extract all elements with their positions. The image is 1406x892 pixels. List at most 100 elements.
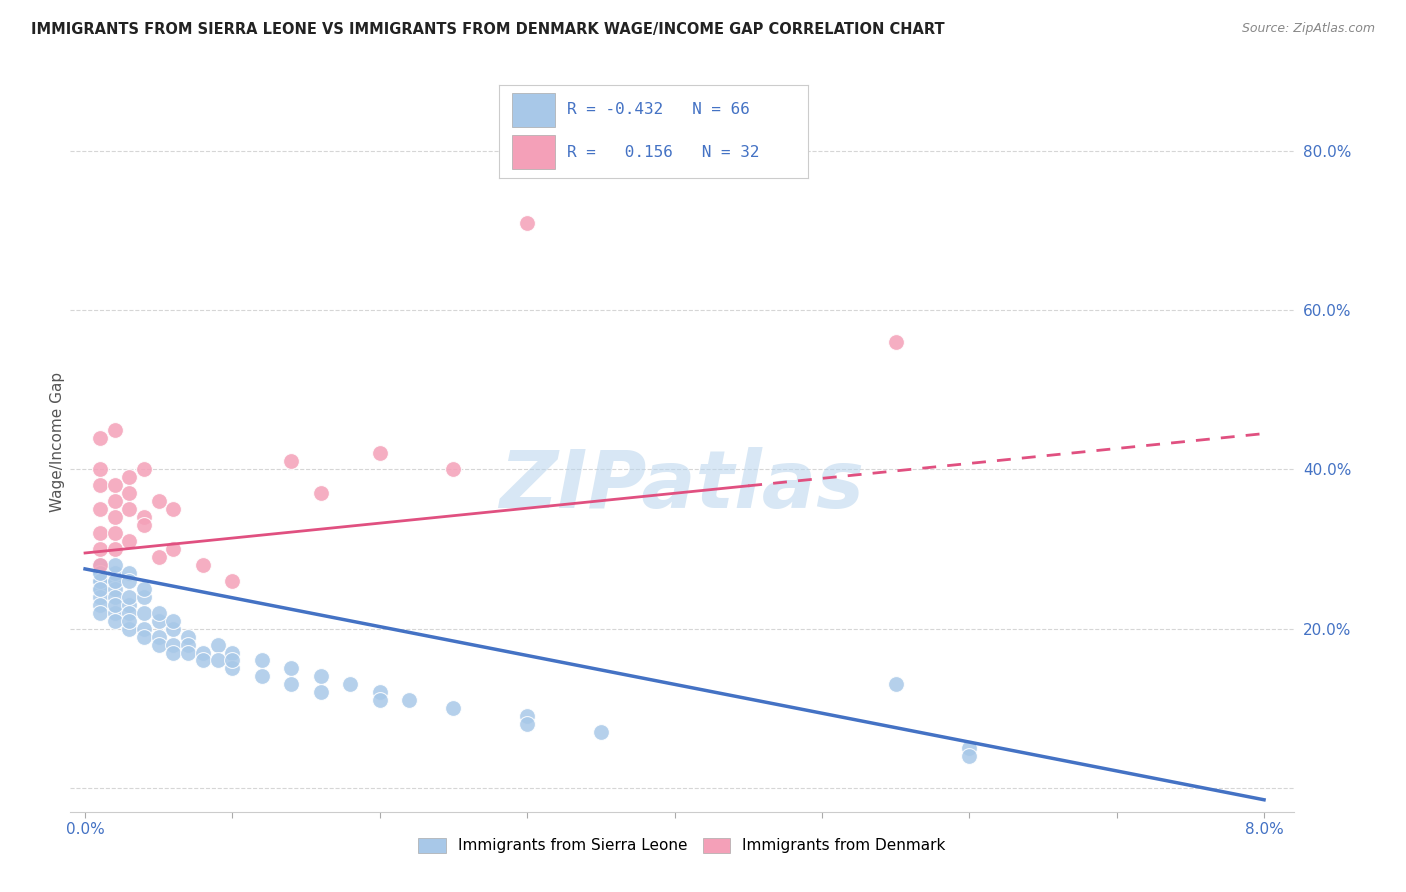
Point <box>103 598 125 612</box>
Point <box>118 534 141 549</box>
Y-axis label: Wage/Income Gap: Wage/Income Gap <box>49 371 65 512</box>
Point <box>443 701 465 715</box>
Point <box>118 502 141 516</box>
Point <box>309 669 332 683</box>
Point <box>132 630 155 644</box>
Point <box>103 606 125 620</box>
Point <box>516 709 538 723</box>
FancyBboxPatch shape <box>512 93 555 127</box>
Point <box>250 669 273 683</box>
Point <box>132 622 155 636</box>
Point <box>103 423 125 437</box>
Point <box>368 685 391 699</box>
Point <box>118 566 141 580</box>
Point <box>118 614 141 628</box>
Point <box>398 693 420 707</box>
Point <box>89 558 111 572</box>
Point <box>132 518 155 533</box>
Point <box>280 454 302 468</box>
Point <box>103 478 125 492</box>
Point <box>207 638 229 652</box>
Point <box>118 622 141 636</box>
Point <box>148 638 170 652</box>
Point <box>280 677 302 691</box>
Point <box>516 216 538 230</box>
Point <box>103 590 125 604</box>
Point <box>89 526 111 541</box>
Text: R =   0.156   N = 32: R = 0.156 N = 32 <box>567 145 759 160</box>
Point <box>89 431 111 445</box>
Point <box>957 749 980 764</box>
Point <box>89 462 111 476</box>
Point <box>118 470 141 484</box>
Legend: Immigrants from Sierra Leone, Immigrants from Denmark: Immigrants from Sierra Leone, Immigrants… <box>412 831 952 860</box>
Point <box>89 574 111 588</box>
Point <box>89 566 111 580</box>
Point <box>89 598 111 612</box>
Point <box>132 510 155 524</box>
Point <box>368 446 391 460</box>
Point <box>89 574 111 588</box>
Point <box>207 653 229 667</box>
Point <box>132 582 155 596</box>
Point <box>884 334 907 349</box>
Point <box>89 606 111 620</box>
Point <box>89 582 111 596</box>
Point <box>884 677 907 691</box>
Point <box>89 558 111 572</box>
Point <box>89 541 111 556</box>
Point <box>132 606 155 620</box>
Point <box>132 590 155 604</box>
Point <box>368 693 391 707</box>
Text: ZIPatlas: ZIPatlas <box>499 447 865 525</box>
Text: IMMIGRANTS FROM SIERRA LEONE VS IMMIGRANTS FROM DENMARK WAGE/INCOME GAP CORRELAT: IMMIGRANTS FROM SIERRA LEONE VS IMMIGRAN… <box>31 22 945 37</box>
Point <box>339 677 361 691</box>
Text: Source: ZipAtlas.com: Source: ZipAtlas.com <box>1241 22 1375 36</box>
Point <box>103 558 125 572</box>
Point <box>309 685 332 699</box>
Point <box>118 606 141 620</box>
Point <box>89 566 111 580</box>
Point <box>103 494 125 508</box>
Point <box>221 661 243 675</box>
Point <box>280 661 302 675</box>
Point <box>162 502 184 516</box>
Point <box>89 582 111 596</box>
Point <box>132 462 155 476</box>
Point <box>89 478 111 492</box>
Point <box>103 541 125 556</box>
Point <box>89 590 111 604</box>
FancyBboxPatch shape <box>512 136 555 169</box>
Point <box>191 646 214 660</box>
Point <box>177 646 200 660</box>
Point <box>118 574 141 588</box>
Point <box>148 614 170 628</box>
Point <box>118 598 141 612</box>
Point <box>957 741 980 756</box>
Point <box>89 502 111 516</box>
Point <box>516 717 538 731</box>
Point <box>103 574 125 588</box>
Point <box>162 638 184 652</box>
Point <box>103 574 125 588</box>
Point <box>191 653 214 667</box>
Point <box>148 630 170 644</box>
Point <box>118 590 141 604</box>
Point <box>162 541 184 556</box>
Point <box>103 526 125 541</box>
Point <box>103 582 125 596</box>
Point <box>103 566 125 580</box>
Point <box>162 646 184 660</box>
Point <box>221 653 243 667</box>
Point <box>309 486 332 500</box>
Point <box>148 494 170 508</box>
Point <box>250 653 273 667</box>
Point <box>148 549 170 564</box>
Point <box>118 486 141 500</box>
Point <box>191 558 214 572</box>
Point <box>103 614 125 628</box>
Point <box>148 606 170 620</box>
Point <box>221 646 243 660</box>
Point <box>162 614 184 628</box>
Point <box>221 574 243 588</box>
